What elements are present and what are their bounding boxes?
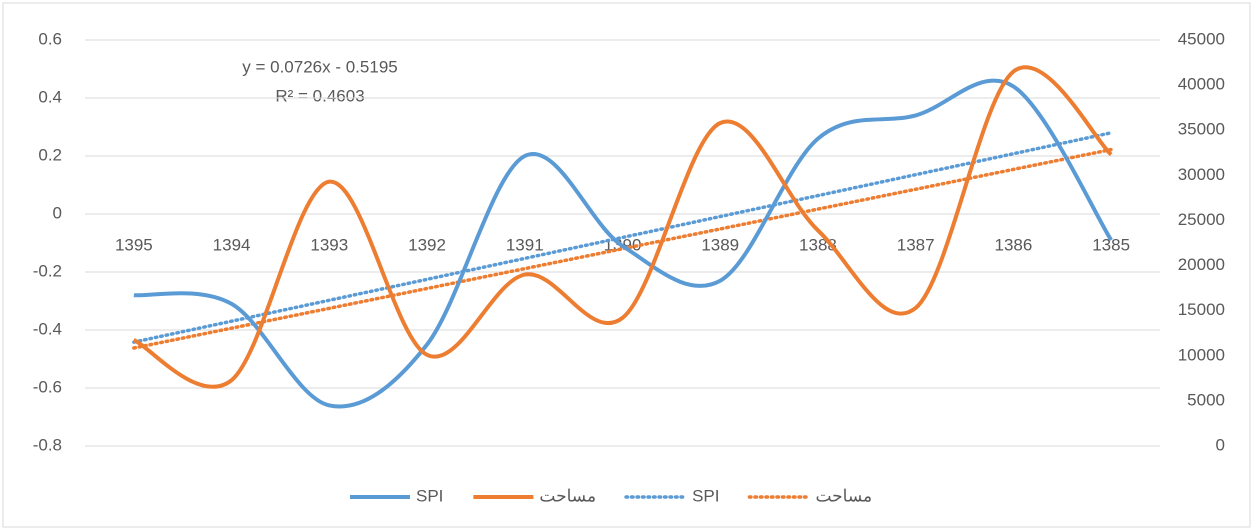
y2-tick-label: 5000 — [1187, 390, 1225, 409]
y2-tick-label: 30000 — [1178, 165, 1225, 184]
y2-tick-label: 35000 — [1178, 120, 1225, 139]
legend: SPI مساحت SPI مساحت — [350, 486, 872, 505]
x-tick-label: 1393 — [310, 235, 348, 254]
x-tick-label: 1385 — [1092, 235, 1130, 254]
y2-tick-label: 40000 — [1178, 75, 1225, 94]
x-tick-label: 1391 — [506, 235, 544, 254]
trendline — [132, 131, 1113, 344]
y2-tick-label: 45000 — [1178, 29, 1225, 48]
trend-equation: y = 0.0726x - 0.5195 — [242, 57, 397, 76]
legend-label: مساحت — [815, 486, 872, 505]
legend-label: SPI — [692, 486, 719, 505]
x-tick-label: 1389 — [701, 235, 739, 254]
y-tick-label: -0.8 — [33, 435, 62, 454]
y-tick-label: 0.6 — [38, 29, 62, 48]
trendline — [132, 147, 1113, 350]
y-tick-label: 0 — [53, 203, 62, 222]
y-tick-label: -0.6 — [33, 377, 62, 396]
x-tick-label: 1386 — [994, 235, 1032, 254]
trend-r2: R² = 0.4603 — [275, 86, 364, 105]
y2-tick-label: 0 — [1216, 435, 1225, 454]
y-tick-label: -0.2 — [33, 261, 62, 280]
y2-tick-label: 20000 — [1178, 255, 1225, 274]
y2-tick-label: 15000 — [1178, 300, 1225, 319]
x-tick-label: 1395 — [115, 235, 153, 254]
y-tick-label: 0.4 — [38, 87, 62, 106]
x-tick-label: 1392 — [408, 235, 446, 254]
y-tick-label: -0.4 — [33, 319, 62, 338]
legend-label: مساحت — [539, 486, 596, 505]
x-tick-label: 1387 — [897, 235, 935, 254]
x-tick-label: 1394 — [213, 235, 251, 254]
grid — [85, 39, 1160, 447]
y2-tick-label: 25000 — [1178, 210, 1225, 229]
y2-tick-label: 10000 — [1178, 345, 1225, 364]
y-tick-label: 0.2 — [38, 145, 62, 164]
series-line — [132, 65, 1113, 389]
series-line — [133, 78, 1113, 409]
legend-label: SPI — [416, 486, 443, 505]
